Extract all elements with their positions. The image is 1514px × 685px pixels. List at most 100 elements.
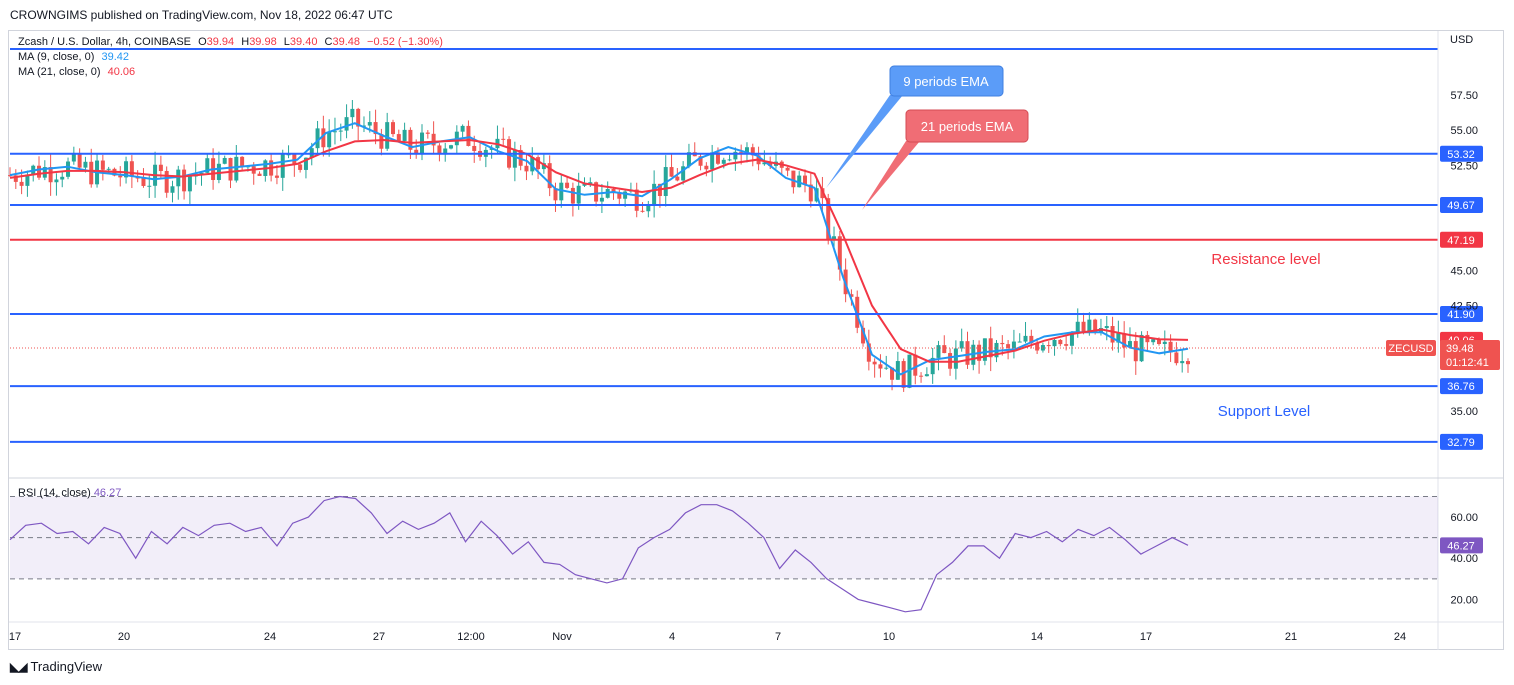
level-tag-value: 36.76 bbox=[1447, 381, 1475, 393]
candle-up bbox=[205, 158, 210, 173]
candle-up bbox=[124, 161, 129, 178]
candle-down bbox=[1168, 341, 1173, 353]
candle-down bbox=[48, 167, 53, 183]
ema21-callout-box bbox=[905, 109, 1029, 143]
price-tick-label: 35.00 bbox=[1450, 406, 1478, 418]
ma9-label[interactable]: MA (9, close, 0) bbox=[18, 51, 95, 63]
currency-label[interactable]: USD bbox=[1450, 34, 1474, 46]
candle-down bbox=[1029, 335, 1034, 344]
candle-up bbox=[187, 176, 192, 192]
rsi-tick-label: 60.00 bbox=[1450, 512, 1478, 524]
candle-up bbox=[582, 183, 587, 186]
candle-down bbox=[849, 294, 854, 297]
price-tick-label: 57.50 bbox=[1450, 90, 1478, 102]
time-tick-label: 17 bbox=[9, 631, 21, 643]
rsi-pane: 60.00 40.00 20.00 46.27 bbox=[9, 495, 1483, 613]
candle-down bbox=[1081, 321, 1086, 333]
candle-up bbox=[338, 130, 343, 132]
candle-up bbox=[959, 341, 964, 349]
candle-down bbox=[19, 181, 24, 186]
candle-down bbox=[100, 160, 105, 170]
candle-up bbox=[588, 182, 593, 184]
time-tick-label: 12:00 bbox=[457, 631, 485, 643]
countdown-value: 01:12:41 bbox=[1446, 357, 1489, 369]
candle-up bbox=[832, 236, 837, 240]
candle-down bbox=[89, 161, 94, 185]
high-value: 39.98 bbox=[249, 36, 277, 48]
candle-up bbox=[652, 183, 657, 206]
candle-up bbox=[332, 131, 337, 133]
candle-up bbox=[106, 168, 111, 170]
candle-up bbox=[733, 151, 738, 160]
candle-up bbox=[1087, 319, 1092, 333]
candle-up bbox=[71, 152, 76, 162]
close-label: C bbox=[324, 36, 333, 48]
close-value: 39.48 bbox=[332, 36, 360, 48]
candle-down bbox=[437, 145, 442, 155]
candle-up bbox=[1180, 361, 1185, 364]
level-tag-value: 53.32 bbox=[1447, 149, 1475, 161]
level-tag-value: 32.79 bbox=[1447, 437, 1475, 449]
candle-down bbox=[118, 175, 123, 178]
rsi-label[interactable]: RSI (14, close) bbox=[18, 487, 91, 499]
candle-down bbox=[669, 167, 674, 177]
level-tag bbox=[1440, 378, 1483, 395]
candle-down bbox=[141, 178, 146, 186]
candle-up bbox=[367, 122, 372, 126]
candle-up bbox=[681, 166, 686, 181]
candle-up bbox=[361, 125, 366, 127]
footer-brand[interactable]: TradingView bbox=[30, 659, 103, 674]
candle-up bbox=[710, 152, 715, 170]
candle-down bbox=[13, 175, 18, 182]
candle-down bbox=[274, 175, 279, 178]
symbol-tag bbox=[1386, 339, 1436, 356]
candle-down bbox=[640, 210, 645, 212]
level-tag bbox=[1440, 197, 1483, 214]
candle-up bbox=[1052, 339, 1057, 347]
candle-up bbox=[449, 145, 454, 149]
symbol-tag-label: ZECUSD bbox=[1388, 343, 1433, 355]
candle-down bbox=[942, 345, 947, 354]
symbol-label[interactable]: Zcash / U.S. Dollar, 4h, COINBASE bbox=[18, 36, 192, 48]
candle-up bbox=[744, 147, 749, 153]
candle-up bbox=[1116, 333, 1121, 343]
candle-down bbox=[698, 156, 703, 166]
price-axis: 57.50 55.00 52.50 45.00 42.50 35.00 bbox=[9, 31, 1503, 650]
candle-up bbox=[1127, 341, 1132, 348]
candle-down bbox=[1058, 339, 1063, 345]
candle-up bbox=[66, 161, 71, 177]
candle-up bbox=[1151, 339, 1156, 343]
time-tick-label: 7 bbox=[775, 631, 781, 643]
rsi-value-tag bbox=[1440, 537, 1483, 554]
candle-up bbox=[1011, 341, 1016, 348]
candle-down bbox=[158, 164, 163, 171]
annotations: 9 periods EMA 21 periods EMA Resistance le… bbox=[826, 65, 1321, 420]
ma21-line bbox=[9, 138, 1189, 363]
candle-down bbox=[750, 147, 755, 156]
candle-down bbox=[826, 198, 831, 240]
candle-up bbox=[350, 108, 355, 118]
candle-down bbox=[675, 176, 680, 181]
horizontal-levels: 53.32 49.67 47.19 41.90 36.76 32.79 40.06 39.42… bbox=[10, 48, 1500, 450]
ema21-callout-text: 21 periods EMA bbox=[921, 119, 1014, 134]
footer: ◣◢ TradingView bbox=[10, 659, 102, 674]
candle-up bbox=[385, 122, 390, 149]
candle-down bbox=[837, 236, 842, 270]
low-value: 39.40 bbox=[289, 36, 318, 48]
candle-down bbox=[390, 122, 395, 135]
candle-up bbox=[936, 345, 941, 358]
candle-down bbox=[919, 375, 924, 377]
candle-up bbox=[402, 129, 407, 141]
candle-down bbox=[704, 165, 709, 170]
candle-down bbox=[414, 149, 419, 155]
candle-down bbox=[1064, 344, 1069, 346]
ma21-value: 40.06 bbox=[107, 66, 136, 78]
rsi-line bbox=[9, 495, 1189, 613]
candle-down bbox=[257, 173, 262, 176]
candle-up bbox=[646, 205, 651, 212]
ma21-label[interactable]: MA (21, close, 0) bbox=[18, 66, 101, 78]
candle-down bbox=[791, 170, 796, 188]
candle-down bbox=[878, 364, 883, 369]
price-tick-label: 55.00 bbox=[1450, 125, 1478, 137]
